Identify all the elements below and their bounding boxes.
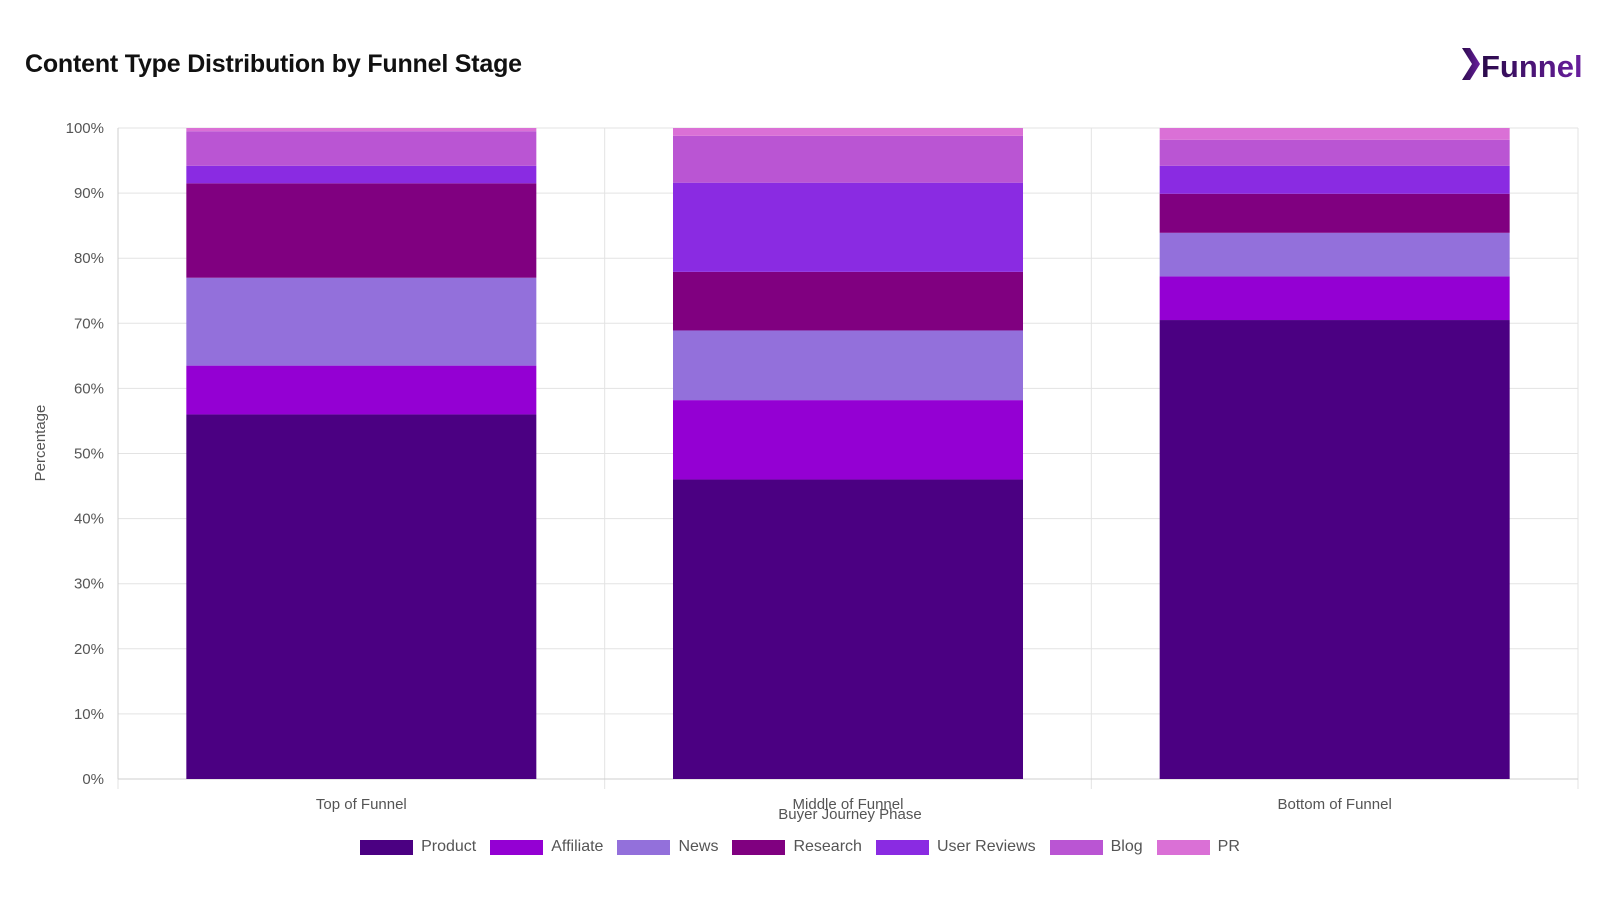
logo-mark-icon (1462, 48, 1480, 80)
legend-swatch (1049, 839, 1103, 855)
bar-pr[interactable] (186, 128, 537, 132)
legend-item-user-reviews[interactable]: User Reviews (875, 838, 1036, 856)
y-tick-label: 40% (74, 511, 104, 528)
legend-label: PR (1217, 838, 1240, 855)
x-tick-label: Top of Funnel (316, 796, 407, 813)
legend: Product Affiliate News Research User Reviews… (0, 838, 1600, 856)
legend-label: User Reviews (936, 838, 1036, 855)
legend-swatch (360, 839, 414, 855)
chart-title: Content Type Distribution by Funnel Stag… (25, 50, 522, 78)
legend-label: Blog (1110, 838, 1143, 855)
legend-item-pr[interactable]: PR (1156, 838, 1240, 856)
legend-swatch (617, 839, 671, 855)
bar-blog[interactable] (1159, 139, 1510, 166)
bar-user-reviews[interactable] (1159, 165, 1510, 194)
y-tick-label: 20% (74, 641, 104, 658)
funnel-logo: Funnel (1460, 42, 1585, 86)
legend-label: Research (793, 838, 862, 855)
x-axis-ticks: Top of Funnel Middle of Funnel Bottom of F… (316, 796, 1392, 813)
logo-text: Funnel (1481, 49, 1583, 84)
y-axis-ticks: 0% 10% 20% 30% 40% 50% 60% 70% 80% 90% 100% (66, 120, 104, 788)
legend-item-blog[interactable]: Blog (1049, 838, 1143, 856)
y-tick-label: 0% (82, 771, 104, 788)
bar-research[interactable] (673, 271, 1023, 331)
legend-label: News (678, 838, 719, 855)
legend-item-product[interactable]: Product (360, 838, 476, 856)
bar-affiliate[interactable] (186, 365, 537, 415)
bar-research[interactable] (1159, 193, 1510, 233)
y-tick-label: 90% (74, 185, 104, 202)
y-tick-label: 50% (74, 446, 104, 463)
x-tick-label: Bottom of Funnel (1278, 796, 1392, 813)
legend-item-affiliate[interactable]: Affiliate (490, 838, 603, 856)
bar-user-reviews[interactable] (186, 165, 537, 184)
bar-blog[interactable] (673, 135, 1023, 183)
x-tick-label: Middle of Funnel (793, 796, 904, 813)
bar-affiliate[interactable] (1159, 276, 1510, 321)
bar-news[interactable] (1159, 232, 1510, 277)
bar-product[interactable] (1159, 320, 1510, 779)
bar-product[interactable] (186, 414, 537, 779)
bar-affiliate[interactable] (673, 400, 1023, 480)
bar-research[interactable] (186, 183, 537, 278)
x-axis-title: Buyer Journey Phase (778, 806, 921, 823)
y-tick-label: 70% (74, 315, 104, 332)
bar-news[interactable] (186, 277, 537, 366)
legend-swatch (875, 839, 929, 855)
bars (186, 128, 1510, 779)
bar-pr[interactable] (673, 128, 1023, 136)
y-tick-label: 100% (66, 120, 104, 137)
y-tick-label: 10% (74, 706, 104, 723)
y-tick-label: 30% (74, 576, 104, 593)
legend-item-news[interactable]: News (617, 838, 718, 856)
legend-swatch (1156, 839, 1210, 855)
legend-label: Product (421, 838, 477, 855)
legend-swatch (490, 839, 544, 855)
bar-blog[interactable] (186, 131, 537, 166)
bar-news[interactable] (673, 330, 1023, 401)
y-axis-title: Percentage (32, 405, 49, 482)
legend-swatch (732, 839, 786, 855)
y-tick-label: 60% (74, 380, 104, 397)
y-tick-label: 80% (74, 250, 104, 267)
bar-pr[interactable] (1159, 128, 1510, 140)
bar-product[interactable] (673, 479, 1023, 779)
bar-user-reviews[interactable] (673, 182, 1023, 272)
legend-label: Affiliate (551, 838, 604, 855)
legend-item-research[interactable]: Research (732, 838, 862, 856)
